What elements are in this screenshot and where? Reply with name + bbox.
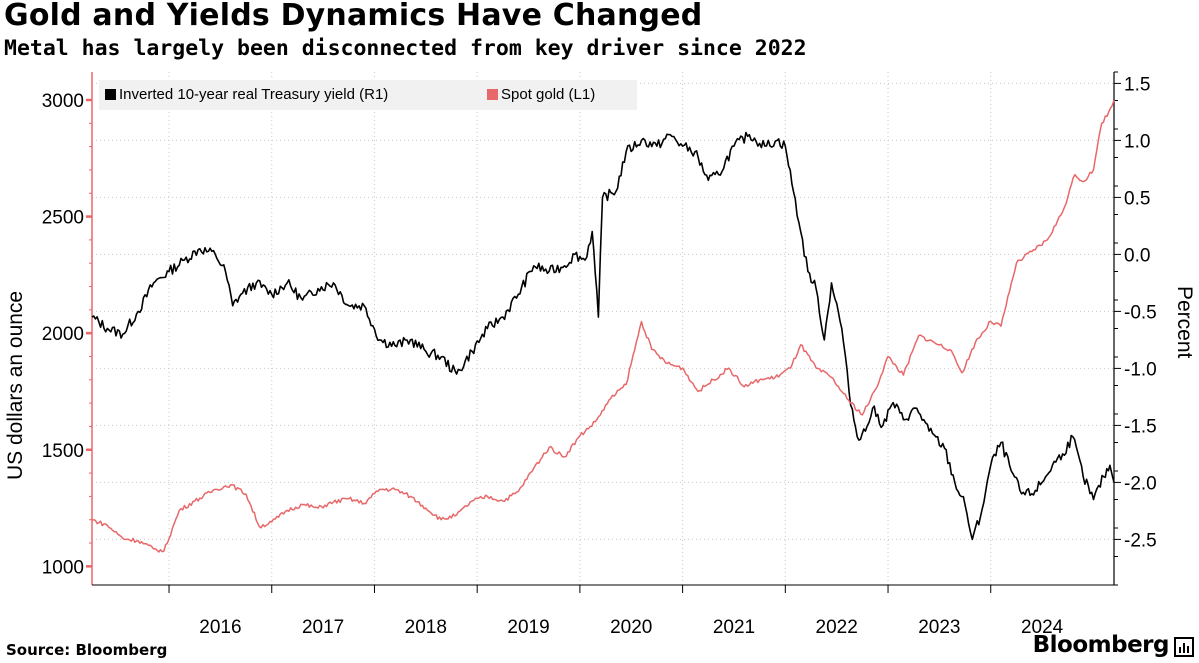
- right-tick-label-7: -2.0: [1124, 473, 1157, 494]
- bloomberg-terminal-icon: [1174, 637, 1194, 657]
- tick-labels: 1.5 1.0 0.5 0.0 -0.5 -1.0 -1.5 -2.0 -2.5 2016 2017…: [42, 74, 1157, 638]
- legend-item-yield: Inverted 10-year real Treasury yield (R1…: [105, 86, 388, 103]
- x-tick-label-2: 2018: [405, 617, 447, 638]
- left-tick-label-4: 3000: [42, 91, 84, 112]
- left-tick-label-1: 1500: [42, 441, 84, 462]
- series-lines: [91, 99, 1115, 553]
- left-axis-label: US dollars an ounce: [4, 290, 27, 480]
- legend-swatch-yield: [105, 89, 116, 100]
- right-tick-label-0: 1.5: [1124, 74, 1150, 95]
- left-tick-label-3: 2500: [42, 208, 84, 229]
- right-tick-label-5: -1.0: [1124, 359, 1157, 380]
- legend-item-gold: Spot gold (L1): [487, 86, 595, 103]
- right-tick-label-4: -0.5: [1124, 302, 1157, 323]
- right-tick-label-3: 0.0: [1124, 245, 1150, 266]
- legend-label-gold: Spot gold (L1): [501, 86, 596, 103]
- x-tick-label-4: 2020: [610, 617, 652, 638]
- brand-logo: Bloomberg: [1032, 632, 1170, 658]
- x-tick-label-8: 2024: [1021, 617, 1064, 638]
- x-tick-label-7: 2023: [918, 617, 960, 638]
- right-tick-label-1: 1.0: [1124, 131, 1150, 152]
- legend: Inverted 10-year real Treasury yield (R1…: [99, 80, 637, 110]
- chart-subtitle: Metal has largely been disconnected from…: [4, 36, 807, 61]
- source-note: Source: Bloomberg: [6, 641, 168, 659]
- left-tick-label-0: 1000: [42, 557, 84, 578]
- grid-lines: [92, 72, 1114, 585]
- legend-label-yield: Inverted 10-year real Treasury yield (R1…: [119, 86, 389, 103]
- x-tick-label-6: 2022: [816, 617, 858, 638]
- x-tick-label-1: 2017: [302, 617, 344, 638]
- series-line-yield: [91, 131, 1115, 541]
- legend-swatch-gold: [487, 89, 498, 100]
- right-tick-label-8: -2.5: [1124, 530, 1157, 551]
- axes: [86, 71, 1121, 593]
- x-tick-label-3: 2019: [507, 617, 549, 638]
- x-tick-label-5: 2021: [713, 617, 755, 638]
- x-tick-label-0: 2016: [199, 617, 241, 638]
- left-tick-label-2: 2000: [42, 324, 84, 345]
- right-axis-label: Percent: [1173, 286, 1196, 359]
- right-tick-label-6: -1.5: [1124, 416, 1157, 437]
- series-line-gold: [91, 99, 1115, 553]
- right-tick-label-2: 0.5: [1124, 188, 1150, 209]
- chart-title: Gold and Yields Dynamics Have Changed: [4, 0, 703, 33]
